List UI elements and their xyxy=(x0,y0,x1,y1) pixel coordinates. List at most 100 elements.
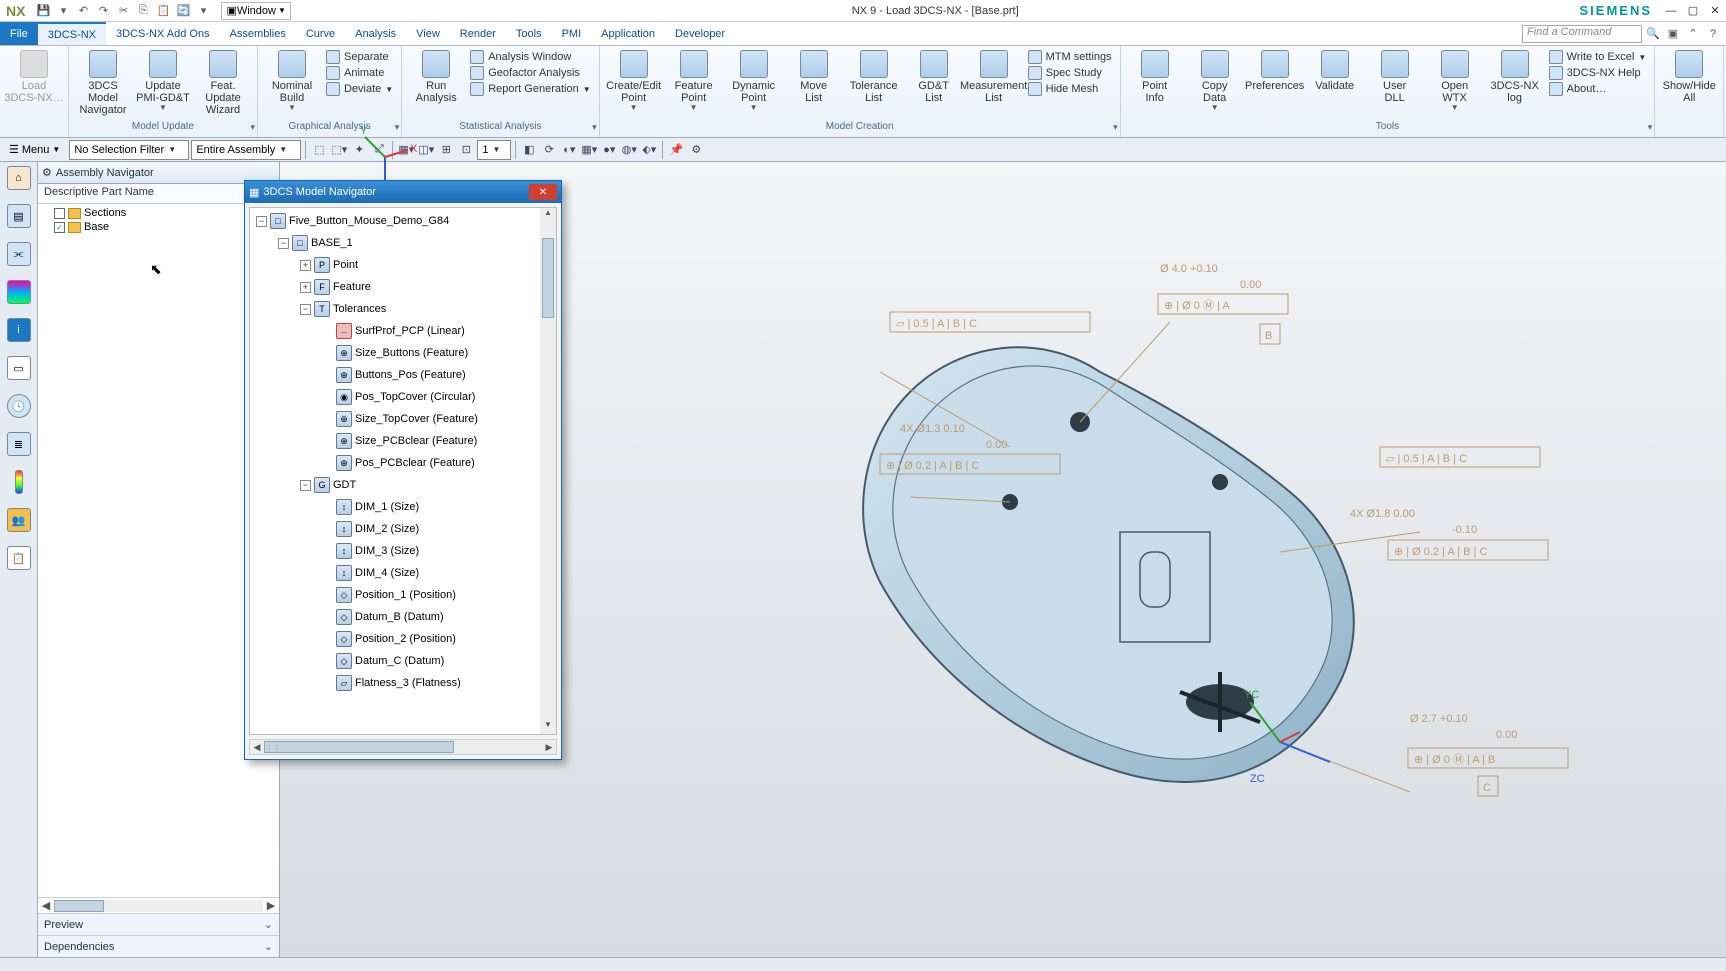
tree-node[interactable]: ↕DIM_4 (Size) xyxy=(252,562,538,584)
model-navigator-window[interactable]: ▦ 3DCS Model Navigator ✕ −□Five_Button_M… xyxy=(244,180,562,760)
h-scrollbar[interactable]: ◀ ⋮⋮ ▶ xyxy=(249,739,557,755)
rb-layers-icon[interactable]: ≣ xyxy=(7,432,31,456)
ribbon-point-info[interactable]: PointInfo xyxy=(1125,48,1185,104)
ribbon-user-dll[interactable]: UserDLL xyxy=(1365,48,1425,104)
ribbon-animate[interactable]: Animate xyxy=(326,66,393,80)
ribbon-mtm-settings[interactable]: MTM settings xyxy=(1028,50,1112,64)
h-scrollbar[interactable]: ◀ ▶ xyxy=(38,897,279,913)
ribbon-measurement-list[interactable]: MeasurementList xyxy=(964,48,1024,104)
tb-icon-2[interactable]: ⬚▾ xyxy=(330,141,348,159)
scroll-down-icon[interactable]: ▼ xyxy=(540,720,556,734)
qat-dropdown2-icon[interactable]: ▾ xyxy=(195,3,211,19)
asm-item-base[interactable]: ✓Base xyxy=(42,220,275,234)
qat-redo-icon[interactable]: ↷ xyxy=(95,3,111,19)
qat-undo-icon[interactable]: ↶ xyxy=(75,3,91,19)
collapse-ribbon-icon[interactable]: ⌃ xyxy=(1684,25,1702,43)
ribbon-nominal-build[interactable]: NominalBuild▼ xyxy=(262,48,322,113)
tree-node[interactable]: ⊕Size_TopCover (Feature) xyxy=(252,408,538,430)
ribbon-open-wtx[interactable]: OpenWTX▼ xyxy=(1425,48,1485,113)
close-button[interactable]: ✕ xyxy=(1704,1,1726,21)
ribbon-validate[interactable]: Validate xyxy=(1305,48,1365,92)
scroll-left-icon[interactable]: ◀ xyxy=(38,899,54,912)
scroll-right-icon[interactable]: ▶ xyxy=(263,899,279,912)
ribbon-copy-data[interactable]: CopyData▼ xyxy=(1185,48,1245,113)
minimize-button[interactable]: — xyxy=(1660,1,1682,21)
search-icon[interactable]: 🔍 xyxy=(1644,25,1662,43)
tree-node[interactable]: ⊕Size_PCBclear (Feature) xyxy=(252,430,538,452)
tree-node[interactable]: +FFeature xyxy=(252,276,538,298)
find-command-input[interactable]: Find a Command xyxy=(1522,25,1642,43)
assembly-scope-combo[interactable]: Entire Assembly ▼ xyxy=(191,140,301,160)
dependencies-section[interactable]: Dependencies ⌄ xyxy=(38,935,279,957)
tree-node[interactable]: −GGDT xyxy=(252,474,538,496)
qat-dropdown-icon[interactable]: ▾ xyxy=(55,3,71,19)
rb-palette-icon[interactable] xyxy=(7,280,31,304)
tree-node[interactable]: ↔SurfProf_PCP (Linear) xyxy=(252,320,538,342)
maximize-button[interactable]: ▢ xyxy=(1682,1,1704,21)
menu-tab-assemblies[interactable]: Assemblies xyxy=(220,22,296,45)
tree-node[interactable]: ⊕Buttons_Pos (Feature) xyxy=(252,364,538,386)
rb-info-icon[interactable]: i xyxy=(7,318,31,342)
ribbon-move-list[interactable]: MoveList xyxy=(784,48,844,104)
scroll-track[interactable] xyxy=(54,900,263,912)
ribbon-feat-update-wizard[interactable]: Feat.Update Wizard xyxy=(193,48,253,116)
qat-save-icon[interactable]: 💾 xyxy=(35,3,51,19)
ribbon-analysis-window[interactable]: Analysis Window xyxy=(470,50,590,64)
tree-node[interactable]: ◇Position_2 (Position) xyxy=(252,628,538,650)
tree-node[interactable]: ▱Flatness_3 (Flatness) xyxy=(252,672,538,694)
expand-toggle[interactable]: − xyxy=(256,216,267,227)
ribbon-create-edit-point[interactable]: Create/EditPoint▼ xyxy=(604,48,664,113)
menu-button[interactable]: ☰ Menu ▼ xyxy=(2,140,67,160)
scroll-left-icon[interactable]: ◀ xyxy=(250,742,264,753)
ribbon-show-hide-all[interactable]: Show/HideAll xyxy=(1659,48,1719,104)
menu-tab-file[interactable]: File xyxy=(0,22,38,45)
scroll-up-icon[interactable]: ▲ xyxy=(540,208,556,222)
rb-clipboard-icon[interactable]: 📋 xyxy=(7,546,31,570)
ribbon-3dcs-model-navigator[interactable]: 3DCSModel Navigator xyxy=(73,48,133,116)
menu-tab-analysis[interactable]: Analysis xyxy=(345,22,406,45)
ribbon-hide-mesh[interactable]: Hide Mesh xyxy=(1028,82,1112,96)
menu-tab-3dcs-nx[interactable]: 3DCS-NX xyxy=(38,22,106,45)
qat-copy-icon[interactable]: ⎘ xyxy=(135,3,151,19)
checkbox[interactable]: ✓ xyxy=(54,222,65,233)
checkbox[interactable] xyxy=(54,208,65,219)
ribbon-gd-t-list[interactable]: GD&TList xyxy=(904,48,964,104)
expand-toggle[interactable]: + xyxy=(300,282,311,293)
rb-part-icon[interactable]: ▤ xyxy=(7,204,31,228)
floatwin-close-button[interactable]: ✕ xyxy=(529,184,557,200)
rb-users-icon[interactable]: 👥 xyxy=(7,508,31,532)
qat-refresh-icon[interactable]: 🔄 xyxy=(175,3,191,19)
menu-tab-pmi[interactable]: PMI xyxy=(552,22,592,45)
menu-tab-render[interactable]: Render xyxy=(450,22,506,45)
tree-node[interactable]: −□Five_Button_Mouse_Demo_G84 xyxy=(252,210,538,232)
expand-toggle[interactable]: − xyxy=(300,304,311,315)
tree-node[interactable]: ↕DIM_1 (Size) xyxy=(252,496,538,518)
qat-cut-icon[interactable]: ✂ xyxy=(115,3,131,19)
ribbon-about-[interactable]: About… xyxy=(1549,82,1647,96)
tree-node[interactable]: −TTolerances xyxy=(252,298,538,320)
menu-tab-tools[interactable]: Tools xyxy=(506,22,552,45)
expand-toggle[interactable]: − xyxy=(300,480,311,491)
ribbon-3dcs-nx-help[interactable]: 3DCS-NX Help xyxy=(1549,66,1647,80)
tree-node[interactable]: ↕DIM_3 (Size) xyxy=(252,540,538,562)
tree-node[interactable]: ◇Datum_C (Datum) xyxy=(252,650,538,672)
tree-node[interactable]: ◇Position_1 (Position) xyxy=(252,584,538,606)
tree-node[interactable]: +PPoint xyxy=(252,254,538,276)
scroll-right-icon[interactable]: ▶ xyxy=(542,742,556,753)
tree-node[interactable]: ⊕Size_Buttons (Feature) xyxy=(252,342,538,364)
tree-node[interactable]: −□BASE_1 xyxy=(252,232,538,254)
ribbon-preferences[interactable]: Preferences xyxy=(1245,48,1305,92)
ribbon-separate[interactable]: Separate xyxy=(326,50,393,64)
tree-node[interactable]: ◉Pos_TopCover (Circular) xyxy=(252,386,538,408)
menu-tab-application[interactable]: Application xyxy=(591,22,665,45)
ribbon-write-to-excel[interactable]: Write to Excel ▼ xyxy=(1549,50,1647,64)
help-icon[interactable]: ? xyxy=(1704,25,1722,43)
column-header[interactable]: Descriptive Part Name xyxy=(38,184,279,204)
asm-item-sections[interactable]: Sections xyxy=(42,206,275,220)
rb-sheet-icon[interactable]: ▭ xyxy=(7,356,31,380)
selection-filter-combo[interactable]: No Selection Filter ▼ xyxy=(69,140,189,160)
rb-colorbar-icon[interactable] xyxy=(15,470,23,494)
ribbon-geofactor-analysis[interactable]: Geofactor Analysis xyxy=(470,66,590,80)
scroll-thumb[interactable] xyxy=(54,900,104,912)
expand-toggle[interactable]: − xyxy=(278,238,289,249)
